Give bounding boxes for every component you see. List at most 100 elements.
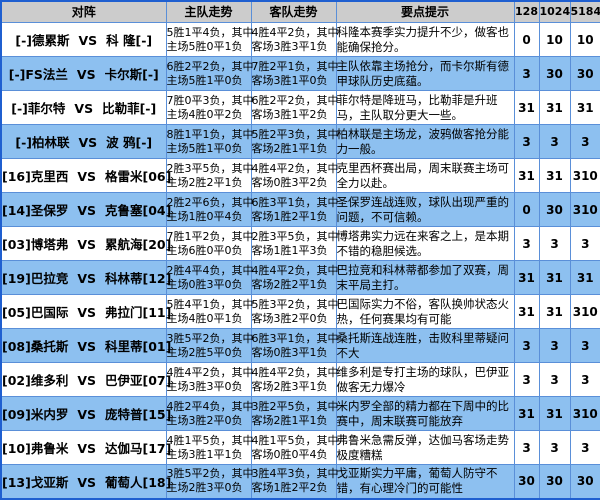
home-team-label: [05]巴国际	[2, 305, 69, 320]
home-trend-cell: 7胜1平2负，其中 主场6胜0平0负	[165, 226, 254, 261]
home-trend-line-1: 5胜1平4负，其中	[166, 25, 254, 39]
match-cell[interactable]: [-]德累斯 VS 科 隆[-]	[0, 22, 167, 57]
away-team-label: 累航海[20]	[105, 237, 172, 252]
home-team-label: [14]圣保罗	[2, 203, 69, 218]
versus-label: VS	[77, 169, 97, 184]
away-trend-cell: 6胜3平1负，其中 客场1胜2平1负	[250, 192, 339, 227]
column-header-home-trend: 主队走势	[165, 0, 252, 23]
value-128-cell: 0	[513, 192, 540, 227]
away-trend-line-1: 2胜3平5负，其中	[251, 229, 339, 243]
away-team-label: 达伽马[17]	[105, 441, 172, 456]
away-trend-cell: 7胜2平1负，其中 客场3胜1平0负	[250, 56, 339, 91]
value-1024-cell: 31	[538, 90, 571, 125]
away-team-label: 卡尔斯[-]	[104, 67, 159, 82]
versus-label: VS	[77, 441, 97, 456]
table-row[interactable]: [08]桑托斯 VS 科里蒂[01] 3胜5平2负，其中 主场2胜5平0负 6胜3平1负，…	[0, 328, 600, 363]
table-row[interactable]: [-]德累斯 VS 科 隆[-] 5胜1平4负，其中 主场5胜0平1负 4胜4平2负，其中…	[0, 22, 600, 57]
table-header-row: 对阵 主队走势 客队走势 要点提示 128 1024 5184	[0, 0, 600, 23]
match-cell[interactable]: [09]米内罗 VS 庞特普[15]	[0, 396, 171, 431]
match-cell[interactable]: [-]柏林联 VS 波 鸦[-]	[0, 124, 167, 159]
value-128-cell: 31	[513, 396, 540, 431]
value-5184-cell: 31	[569, 90, 600, 125]
home-trend-cell: 3胜5平2负，其中 主场2胜3平0负	[165, 464, 254, 499]
value-5184-cell: 30	[569, 464, 600, 499]
away-trend-line-2: 客场0胜3平1负	[251, 345, 328, 359]
table-row[interactable]: [10]弗鲁米 VS 达伽马[17] 4胜1平5负，其中 主场3胜1平1负 4胜1平5负，…	[0, 430, 600, 465]
match-cell[interactable]: [03]博塔弗 VS 累航海[20]	[0, 226, 171, 261]
match-cell[interactable]: [08]桑托斯 VS 科里蒂[01]	[0, 328, 171, 363]
value-128-cell: 31	[513, 158, 540, 193]
away-team-label: 克鲁塞[04]	[105, 203, 172, 218]
value-1024-cell: 31	[538, 260, 571, 295]
versus-label: VS	[78, 135, 98, 150]
note-cell: 戈亚斯实力平庸，葡萄人防守不错，有心理冷门的可能性	[335, 464, 515, 499]
value-1024-cell: 10	[538, 22, 571, 57]
home-trend-line-2: 主场3胜1平1负	[166, 447, 243, 461]
table-row[interactable]: [09]米内罗 VS 庞特普[15] 4胜2平4负，其中 主场3胜2平0负 3胜2平5负，…	[0, 396, 600, 431]
table-row[interactable]: [-]菲尔特 VS 比勒菲[-] 7胜0平3负，其中 主场4胜0平2负 6胜2平2负，其中…	[0, 90, 600, 125]
table-row[interactable]: [03]博塔弗 VS 累航海[20] 7胜1平2负，其中 主场6胜0平0负 2胜3平5负，…	[0, 226, 600, 261]
home-team-label: [10]弗鲁米	[2, 441, 69, 456]
value-128-cell: 0	[513, 22, 540, 57]
table-row[interactable]: [14]圣保罗 VS 克鲁塞[04] 2胜2平6负，其中 主场1胜0平4负 6胜3平1负，…	[0, 192, 600, 227]
away-team-label: 庞特普[15]	[105, 407, 172, 422]
home-trend-line-2: 主场6胜0平0负	[166, 243, 243, 257]
away-team-label: 比勒菲[-]	[102, 101, 157, 116]
table-row[interactable]: [13]戈亚斯 VS 葡萄人[18] 3胜5平2负，其中 主场2胜3平0负 3胜4平3负，…	[0, 464, 600, 499]
home-trend-line-1: 2胜3平5负，其中	[166, 161, 254, 175]
value-1024-cell: 30	[538, 192, 571, 227]
versus-label: VS	[77, 271, 97, 286]
home-trend-line-1: 6胜2平2负，其中	[166, 59, 254, 73]
away-trend-cell: 4胜1平5负，其中 客场0胜0平4负	[250, 430, 339, 465]
match-cell[interactable]: [19]巴拉竞 VS 科林蒂[12]	[0, 260, 171, 295]
match-cell[interactable]: [-]FS法兰 VS 卡尔斯[-]	[0, 56, 167, 91]
match-cell[interactable]: [10]弗鲁米 VS 达伽马[17]	[0, 430, 171, 465]
table-row[interactable]: [16]克里西 VS 格雷米[06] 2胜3平5负，其中 主场2胜2平1负 4胜4平2负，…	[0, 158, 600, 193]
away-trend-line-1: 4胜4平2负，其中	[251, 263, 339, 277]
match-cell[interactable]: [02]维多利 VS 巴伊亚[07]	[0, 362, 171, 397]
home-trend-line-2: 主场3胜3平0负	[166, 379, 243, 393]
value-1024-cell: 31	[538, 158, 571, 193]
table-row[interactable]: [19]巴拉竞 VS 科林蒂[12] 2胜4平4负，其中 主场0胜3平0负 4胜4平2负，…	[0, 260, 600, 295]
match-cell[interactable]: [05]巴国际 VS 弗拉门[11]	[0, 294, 171, 329]
away-team-label: 格雷米[06]	[105, 169, 172, 184]
value-5184-cell: 310	[569, 192, 600, 227]
note-cell: 菲尔特是降班马，比勒菲是升班马，主队取分更大一些。	[335, 90, 515, 125]
note-cell: 柏林联是主场龙，波鸦做客抢分能力一般。	[335, 124, 515, 159]
value-5184-cell: 10	[569, 22, 600, 57]
home-trend-cell: 2胜4平4负，其中 主场0胜3平0负	[165, 260, 254, 295]
away-trend-cell: 4胜4平2负，其中 客场2胜2平1负	[250, 260, 339, 295]
value-128-cell: 3	[513, 56, 540, 91]
match-cell[interactable]: [14]圣保罗 VS 克鲁塞[04]	[0, 192, 171, 227]
home-trend-line-1: 4胜1平5负，其中	[166, 433, 254, 447]
value-128-cell: 3	[513, 226, 540, 261]
match-cell[interactable]: [-]菲尔特 VS 比勒菲[-]	[0, 90, 167, 125]
match-cell[interactable]: [13]戈亚斯 VS 葡萄人[18]	[0, 464, 171, 499]
home-trend-line-2: 主场1胜0平4负	[166, 209, 243, 223]
note-cell: 主队依靠主场抢分，而卡尔斯有德甲球队历史底蕴。	[335, 56, 515, 91]
value-1024-cell: 3	[538, 328, 571, 363]
note-cell: 科隆本赛季实力提升不少，做客也能确保抢分。	[335, 22, 515, 57]
away-trend-line-2: 客场1胜2平2负	[251, 481, 328, 495]
value-128-cell: 31	[513, 90, 540, 125]
note-cell: 巴拉竞和科林蒂都参加了双赛，周末平局主打。	[335, 260, 515, 295]
versus-label: VS	[77, 474, 97, 490]
versus-label: VS	[77, 339, 97, 354]
away-trend-line-1: 6胜2平2负，其中	[251, 93, 339, 107]
versus-label: VS	[77, 407, 97, 422]
away-trend-line-2: 客场3胜3平1负	[251, 39, 328, 53]
table-row[interactable]: [-]柏林联 VS 波 鸦[-] 8胜1平1负，其中 主场5胜1平0负 5胜2平3负，其中…	[0, 124, 600, 159]
home-team-label: [03]博塔弗	[2, 237, 69, 252]
versus-label: VS	[76, 67, 96, 82]
away-trend-line-1: 6胜3平1负，其中	[251, 195, 339, 209]
home-trend-cell: 4胜4平2负，其中 主场3胜3平0负	[165, 362, 254, 397]
table-row[interactable]: [02]维多利 VS 巴伊亚[07] 4胜4平2负，其中 主场3胜3平0负 4胜4平2负，…	[0, 362, 600, 397]
table-row[interactable]: [05]巴国际 VS 弗拉门[11] 5胜4平1负，其中 主场4胜0平1负 5胜3平2负，…	[0, 294, 600, 329]
match-cell[interactable]: [16]克里西 VS 格雷米[06]	[0, 158, 171, 193]
home-trend-line-1: 2胜2平6负，其中	[166, 195, 254, 209]
away-trend-cell: 6胜2平2负，其中 客场3胜1平2负	[250, 90, 339, 125]
value-1024-cell: 3	[538, 226, 571, 261]
away-trend-line-1: 3胜2平5负，其中	[251, 399, 339, 413]
note-cell: 巴国际实力不俗，客队换帅状态火热，任何赛果均有可能	[335, 294, 515, 329]
table-row[interactable]: [-]FS法兰 VS 卡尔斯[-] 6胜2平2负，其中 主场5胜1平0负 7胜2平1负，其…	[0, 56, 600, 91]
